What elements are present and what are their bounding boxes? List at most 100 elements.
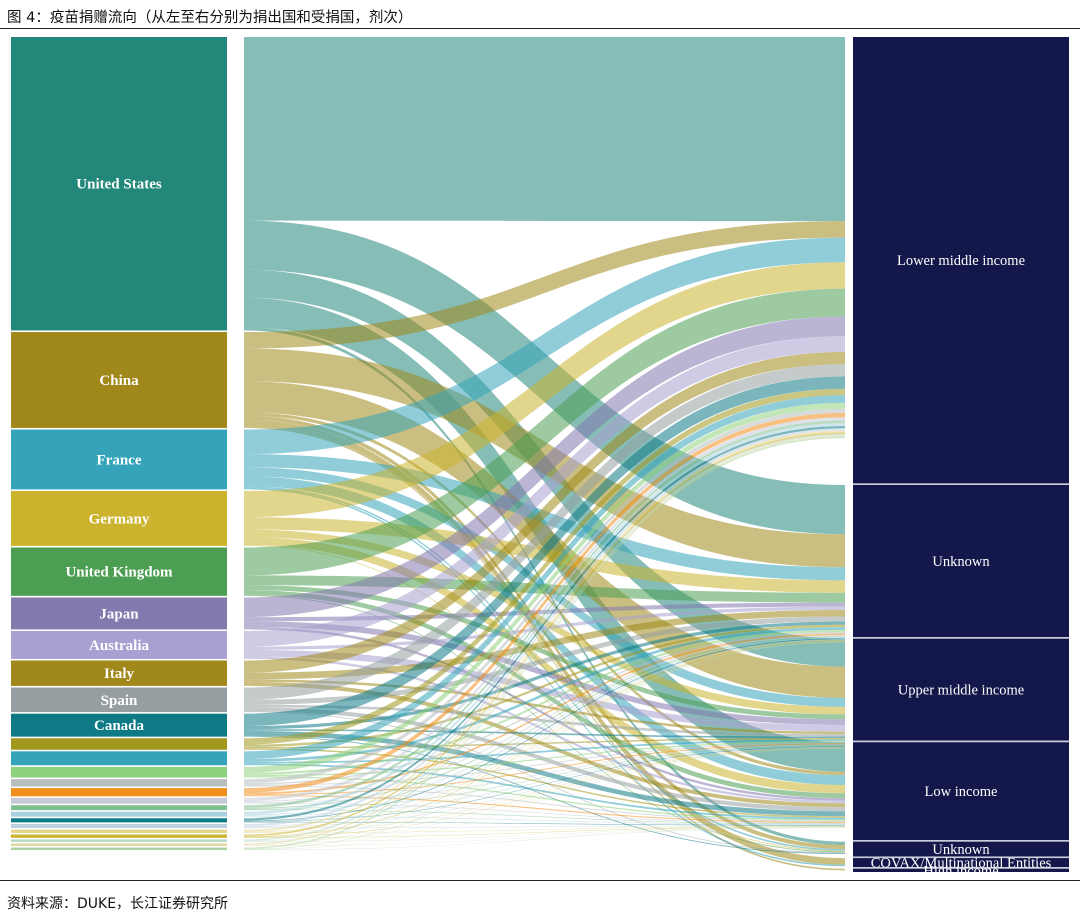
donor-node-germany — [11, 490, 227, 546]
flow-other-14-to-upper-middle-income — [244, 748, 845, 846]
flow-other-3-to-lower-middle-income — [244, 402, 845, 773]
flow-other-11-to-lower-middle-income — [244, 430, 845, 832]
flow-other-2-to-lower-middle-income — [244, 395, 845, 759]
flow-other-13-to-lower-middle-income — [244, 434, 845, 841]
donor-node-other-10 — [11, 823, 227, 829]
flow-germany-to-unknown-2 — [244, 545, 845, 852]
donor-node-other-6 — [11, 797, 227, 804]
flow-other-8-to-unknown — [244, 637, 845, 816]
donor-node-other-1 — [11, 738, 227, 750]
donor-node-united-states — [11, 37, 227, 331]
flow-italy-to-upper-middle-income — [244, 679, 845, 735]
flow-other-7-to-unknown — [244, 636, 845, 809]
donor-label-france: France — [97, 452, 142, 468]
recipient-nodes: Lower middle income Unknown Upper middle i… — [853, 37, 1069, 879]
flow-other-14-to-unknown — [244, 641, 845, 846]
donor-node-other-9 — [11, 818, 227, 823]
donor-node-other-8 — [11, 811, 227, 817]
flow-other-8-to-low-income — [244, 816, 845, 825]
recipient-node-upper-middle-income — [853, 638, 1069, 741]
donor-node-other-5 — [11, 788, 227, 797]
flow-italy-to-lower-middle-income — [244, 351, 845, 673]
flow-other-3-to-unknown — [244, 629, 845, 775]
flow-other-7-to-low-income — [244, 809, 845, 825]
flow-germany-to-low-income — [244, 536, 845, 794]
donor-label-italy: Italy — [104, 666, 135, 682]
donor-node-italy — [11, 660, 227, 686]
flow-other-13-to-low-income — [244, 826, 845, 842]
flow-japan-to-unknown — [244, 602, 845, 622]
donor-label-japan: Japan — [99, 606, 139, 622]
flow-other-12-to-upper-middle-income — [244, 747, 845, 838]
flow-other-6-to-lower-middle-income — [244, 417, 845, 802]
flow-germany-to-upper-middle-income — [244, 529, 845, 715]
recipient-label-high-income: High income — [923, 863, 998, 879]
recipient-label-lower-middle-income: Lower middle income — [897, 253, 1025, 269]
flow-germany-to-lower-middle-income — [244, 262, 845, 518]
flow-other-11-to-upper-middle-income — [244, 747, 845, 833]
donor-label-china: China — [99, 373, 139, 389]
donor-node-china — [11, 332, 227, 428]
donor-node-other-12 — [11, 834, 227, 838]
flow-spain-to-unknown-2 — [244, 711, 845, 854]
flow-other-9-to-unknown — [244, 638, 845, 822]
recipient-separator — [853, 856, 1069, 859]
donor-label-united-kingdom: United Kingdom — [65, 565, 173, 581]
flow-other-5-to-low-income — [244, 795, 845, 823]
flow-other-4-to-low-income — [244, 785, 845, 822]
flow-other-1-to-lower-middle-income — [244, 388, 845, 745]
recipient-node-covax-multinational-entities — [853, 858, 1069, 868]
flow-other-15-to-upper-middle-income — [244, 748, 845, 850]
flow-other-2-to-low-income — [244, 763, 845, 820]
flow-canada-to-lower-middle-income — [244, 376, 845, 726]
flow-japan-to-lower-middle-income — [244, 316, 845, 618]
flow-other-7-to-upper-middle-income — [244, 745, 845, 810]
flow-china-to-lower-middle-income — [244, 221, 845, 349]
donor-node-united-kingdom — [11, 547, 227, 596]
flow-other-9-to-low-income — [244, 821, 845, 826]
flow-other-8-to-upper-middle-income — [244, 745, 845, 817]
flow-other-10-to-lower-middle-income — [244, 428, 845, 827]
flow-other-4-to-lower-middle-income — [244, 408, 845, 784]
flow-other-1-to-unknown — [244, 624, 845, 747]
donor-label-canada: Canada — [94, 718, 145, 734]
flow-other-5-to-upper-middle-income — [244, 743, 845, 796]
flow-other-11-to-unknown — [244, 639, 845, 833]
recipient-node-high-income — [853, 868, 1069, 872]
flow-other-2-to-unknown — [244, 627, 845, 762]
flow-italy-to-unknown — [244, 609, 845, 680]
flow-other-12-to-unknown — [244, 640, 845, 837]
flow-other-6-to-upper-middle-income — [244, 744, 845, 803]
donor-node-france — [11, 429, 227, 490]
recipient-label-unknown: Unknown — [932, 554, 990, 570]
flow-other-5-to-unknown — [244, 633, 845, 795]
recipient-separator — [853, 483, 1069, 486]
flow-other-1-to-upper-middle-income — [244, 738, 845, 749]
flow-other-13-to-unknown — [244, 641, 845, 842]
flow-other-8-to-lower-middle-income — [244, 423, 845, 815]
recipient-node-unknown-2 — [853, 841, 1069, 857]
flow-china-to-upper-middle-income — [244, 381, 845, 698]
donor-label-spain: Spain — [101, 693, 138, 709]
flow-united-kingdom-to-upper-middle-income — [244, 585, 845, 720]
donor-label-germany: Germany — [89, 511, 150, 527]
recipient-node-unknown — [853, 485, 1069, 638]
flow-other-10-to-unknown — [244, 639, 845, 828]
recipient-node-lower-middle-income — [853, 37, 1069, 484]
donor-node-japan — [11, 597, 227, 630]
flow-japan-to-upper-middle-income — [244, 621, 845, 726]
donor-node-spain — [11, 687, 227, 713]
recipient-label-upper-middle-income: Upper middle income — [898, 683, 1024, 699]
flow-other-6-to-unknown — [244, 635, 845, 803]
flow-spain-to-upper-middle-income — [244, 704, 845, 737]
flow-other-2-to-upper-middle-income — [244, 739, 845, 764]
donor-node-canada — [11, 713, 227, 737]
flow-united-kingdom-to-lower-middle-income — [244, 288, 845, 576]
donor-node-other-3 — [11, 766, 227, 778]
donor-node-other-13 — [11, 839, 227, 842]
flow-other-15-to-unknown — [244, 642, 845, 850]
donor-label-australia: Australia — [89, 638, 150, 654]
flow-spain-to-unknown — [244, 616, 845, 705]
flow-other-14-to-low-income — [244, 827, 845, 846]
recipient-label-unknown-2: Unknown — [932, 842, 990, 858]
